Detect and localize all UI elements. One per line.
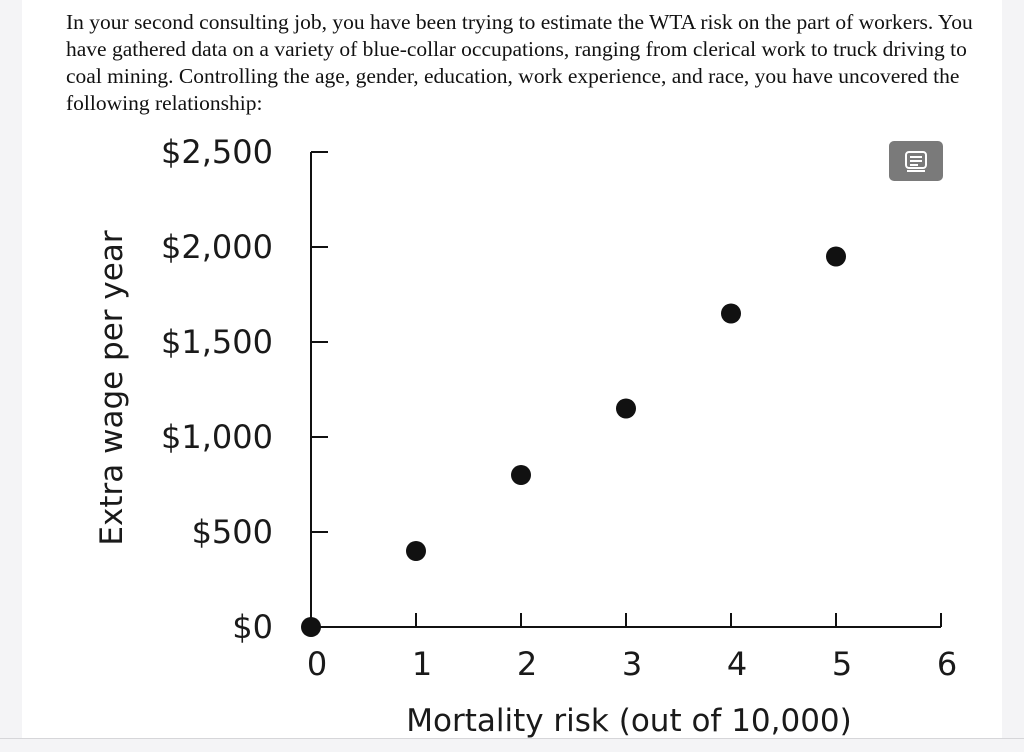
x-tick-label: 0 — [307, 645, 327, 683]
y-tick-label: $2,500 — [161, 133, 273, 171]
y-tick-labels: $0 $500 $1,000 $1,500 $2,000 $2,500 — [161, 133, 273, 646]
y-tick-label: $1,000 — [161, 418, 273, 456]
data-point — [511, 465, 531, 485]
y-axis-ticks — [311, 151, 328, 533]
copy-text-icon — [905, 151, 927, 172]
x-axis-ticks — [415, 613, 942, 627]
data-point — [616, 398, 636, 419]
page-divider — [0, 738, 1024, 739]
data-point — [301, 617, 321, 637]
x-axis-label: Mortality risk (out of 10,000) — [406, 703, 852, 739]
data-point — [826, 246, 846, 267]
y-tick-label: $2,000 — [161, 228, 273, 266]
data-point — [406, 541, 426, 561]
x-tick-labels: 0 1 2 3 4 5 6 — [307, 645, 957, 683]
y-tick-label: $1,500 — [161, 323, 273, 361]
y-axis-label: Extra wage per year — [94, 230, 130, 545]
question-text: In your second consulting job, you have … — [66, 10, 973, 115]
y-tick-label: $0 — [232, 608, 273, 646]
data-point — [721, 303, 741, 324]
x-tick-label: 6 — [937, 645, 957, 683]
copy-button[interactable] — [889, 141, 943, 181]
x-tick-label: 2 — [517, 645, 537, 683]
y-tick-label: $500 — [192, 513, 273, 551]
x-tick-label: 4 — [727, 645, 747, 683]
question-card — [22, 0, 1002, 738]
x-tick-label: 5 — [832, 645, 852, 683]
data-points — [301, 246, 846, 637]
x-tick-label: 1 — [412, 645, 432, 683]
x-tick-label: 3 — [622, 645, 642, 683]
